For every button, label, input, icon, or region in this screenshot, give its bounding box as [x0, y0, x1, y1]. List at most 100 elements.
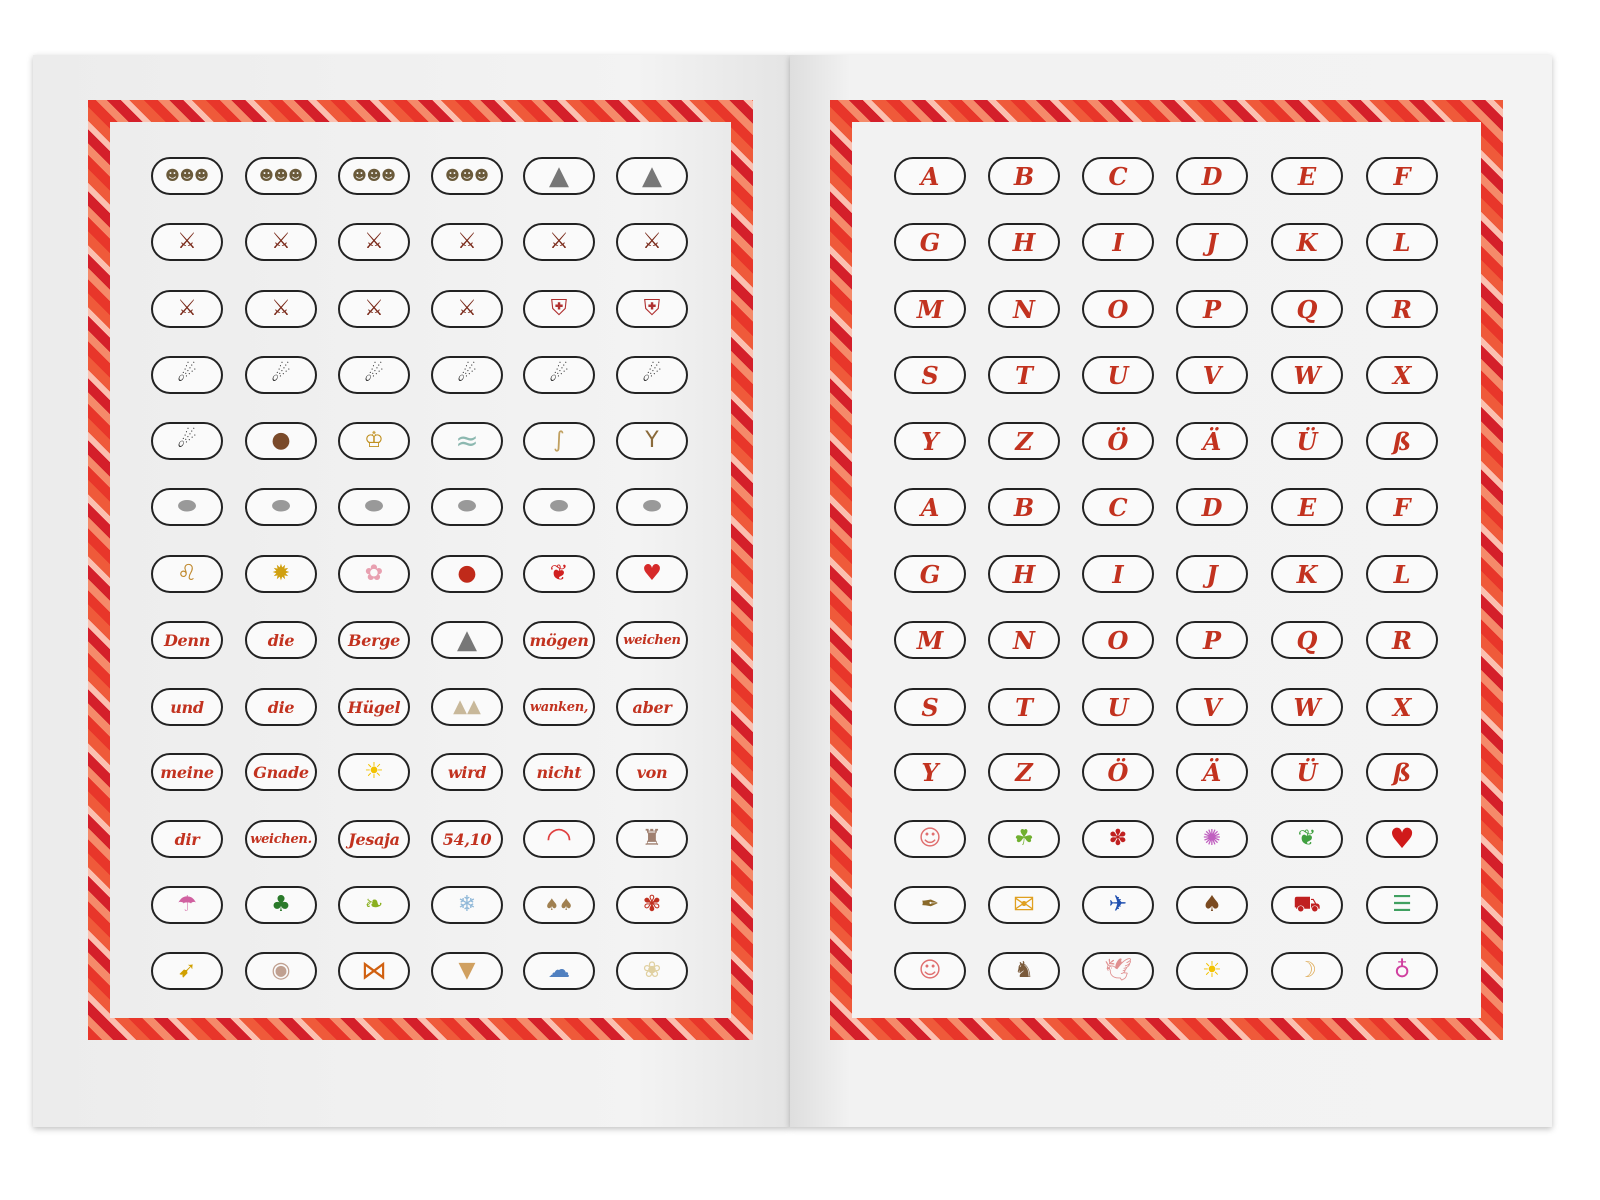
picture-card: ❀: [616, 952, 688, 990]
letter-card: T: [988, 356, 1060, 394]
picture-card: ⚔: [523, 223, 595, 261]
picture-card: ♔: [338, 422, 410, 460]
airplane-icon: ✈: [1108, 892, 1128, 917]
picture-card: ⛨: [523, 290, 595, 328]
picture-card: ●: [431, 555, 503, 593]
mountain-icon: ▲: [549, 161, 569, 191]
letter-label: Ö: [1107, 426, 1129, 456]
mountain-icon: ▲: [642, 161, 662, 191]
letter-label: Z: [1015, 426, 1033, 456]
crowd-icon: ☻☻☻: [445, 168, 489, 184]
letter-card: X: [1366, 688, 1438, 726]
word-label: von: [636, 762, 668, 782]
picture-card: ▲: [431, 621, 503, 659]
letter-label: Ä: [1202, 757, 1222, 787]
letter-label: U: [1107, 360, 1129, 390]
daisy-icon: ❀: [642, 958, 662, 983]
letter-label: R: [1392, 294, 1412, 324]
picture-card: ✈: [1082, 886, 1154, 924]
sun-icon: ☀: [1202, 958, 1222, 983]
letter-card: M: [894, 621, 966, 659]
letter-label: N: [1013, 625, 1035, 655]
armor-icon: ⛨: [550, 296, 568, 321]
letter-card: D: [1176, 157, 1248, 195]
aster-icon: ✺: [1202, 826, 1222, 851]
letter-card: Q: [1271, 621, 1343, 659]
smiley-icon: ☺: [918, 826, 942, 851]
bird-icon: ➹: [177, 958, 197, 983]
letter-card: C: [1082, 157, 1154, 195]
sun-icon: ☀: [364, 759, 384, 784]
letter-label: S: [921, 360, 939, 390]
letter-card: F: [1366, 488, 1438, 526]
smiley-icon: ☺: [918, 958, 942, 983]
flowerpot-icon: ✾: [642, 892, 662, 917]
word-label: meine: [160, 762, 214, 782]
letter-label: P: [1202, 294, 1222, 324]
picture-card: ☺: [894, 952, 966, 990]
word-card: wird: [431, 753, 503, 791]
letter-card: V: [1176, 356, 1248, 394]
word-card: nicht: [523, 753, 595, 791]
rainbow-icon: ◠: [545, 821, 573, 856]
picture-card: ☻☻☻: [245, 157, 317, 195]
butterfly-icon: ⋈: [361, 956, 387, 986]
warrior-icon: ⚔: [457, 229, 477, 254]
letter-card: S: [894, 356, 966, 394]
sunflower-icon: ✹: [271, 561, 291, 586]
rain-cloud-icon: ☁: [548, 958, 570, 983]
word-label: mögen: [529, 630, 589, 650]
picture-card: ⚔: [616, 223, 688, 261]
letter-card: J: [1176, 223, 1248, 261]
picture-card: ☂: [151, 886, 223, 924]
word-card: weichen.: [245, 820, 317, 858]
word-card: Hügel: [338, 688, 410, 726]
picture-card: ▲▲: [431, 688, 503, 726]
letter-label: D: [1201, 161, 1223, 191]
letter-label: Ä: [1202, 426, 1222, 456]
picture-card: ✹: [245, 555, 317, 593]
warrior-icon: ⚔: [177, 229, 197, 254]
word-card: Gnade: [245, 753, 317, 791]
picture-card: ♠: [1176, 886, 1248, 924]
letter-card: Ü: [1271, 753, 1343, 791]
picture-card: ❧: [338, 886, 410, 924]
cake-icon: ♜: [642, 826, 662, 851]
picture-card: ⚔: [245, 290, 317, 328]
picture-card: ☻☻☻: [338, 157, 410, 195]
picture-card: ◠: [523, 820, 595, 858]
word-label: 54,10: [442, 829, 492, 849]
letter-card: U: [1082, 356, 1154, 394]
letter-card: D: [1176, 488, 1248, 526]
letter-label: Ü: [1296, 426, 1318, 456]
word-card: 54,10: [431, 820, 503, 858]
picture-card: ♣: [245, 886, 317, 924]
picture-card: ✿: [338, 555, 410, 593]
picture-card: ☄: [616, 356, 688, 394]
picture-card: ☰: [1366, 886, 1438, 924]
slinger-icon: ☄: [549, 362, 569, 387]
staff-icon: ∫: [553, 428, 565, 453]
letter-card: H: [988, 223, 1060, 261]
letter-label: N: [1013, 294, 1035, 324]
letter-label: F: [1393, 492, 1411, 522]
slinger-icon: ☄: [642, 362, 662, 387]
picture-card: ⚔: [245, 223, 317, 261]
warrior-icon: ⚔: [642, 229, 662, 254]
letter-card: E: [1271, 157, 1343, 195]
letter-card: Ä: [1176, 422, 1248, 460]
stone-icon: ⬬: [457, 494, 477, 519]
stone-icon: ⬬: [271, 494, 291, 519]
strawberry-icon: ♥: [642, 561, 662, 586]
letter-label: ß: [1392, 426, 1412, 456]
stone-icon: ⬬: [642, 494, 662, 519]
letter-card: G: [894, 555, 966, 593]
car-icon: ⛟: [1293, 892, 1321, 917]
warrior-icon: ⚔: [364, 296, 384, 321]
picture-card: ✉: [988, 886, 1060, 924]
word-label: aber: [632, 697, 672, 717]
picture-card: ⛨: [616, 290, 688, 328]
letter-card: O: [1082, 621, 1154, 659]
picture-card: ⬬: [616, 488, 688, 526]
